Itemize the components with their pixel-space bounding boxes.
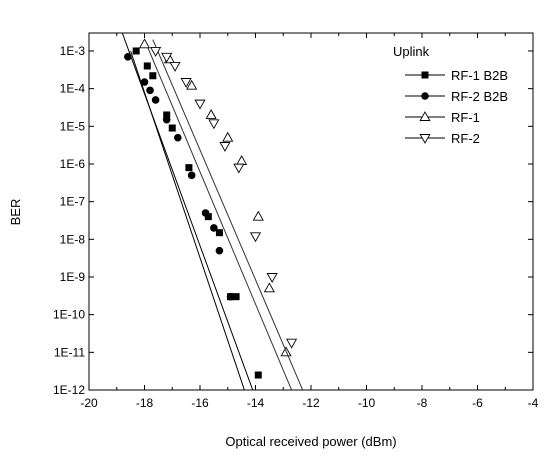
data-point-triangle-down xyxy=(219,142,231,152)
legend: Uplink RF-1 B2B RF-2 B2B RF-1 RF-2 xyxy=(393,44,508,146)
data-point-triangle-up xyxy=(138,38,151,49)
data-point-square xyxy=(143,62,151,70)
data-point-triangle-down xyxy=(150,47,162,57)
x-axis-label: Optical received power (dBm) xyxy=(225,434,396,449)
x-tick-label: -16 xyxy=(191,396,209,410)
data-point-circle xyxy=(421,92,429,100)
data-point-circle xyxy=(151,96,160,104)
data-point-circle xyxy=(201,209,210,217)
data-point-circle xyxy=(187,171,196,180)
data-point-triangle-down xyxy=(249,232,262,243)
data-point-square xyxy=(163,111,171,119)
legend-label: RF-2 xyxy=(451,131,480,146)
data-point-square xyxy=(232,293,240,301)
series-layer xyxy=(121,33,304,390)
series-3 xyxy=(138,38,293,390)
data-point-triangle-down xyxy=(208,119,220,130)
data-point-triangle-down xyxy=(266,273,278,283)
y-tick-label: 1E-9 xyxy=(60,270,86,284)
series-fit-line xyxy=(152,39,304,390)
data-point-triangle-down xyxy=(169,62,181,72)
data-point-circle xyxy=(174,133,182,142)
series-fit-line xyxy=(121,33,254,390)
data-point-triangle-down xyxy=(194,99,206,110)
data-point-circle xyxy=(210,224,218,232)
data-point-square xyxy=(149,72,157,80)
data-point-triangle-down xyxy=(180,78,192,88)
legend-label: RF-1 B2B xyxy=(451,68,508,83)
data-point-square xyxy=(204,213,212,221)
legend-label: RF-1 xyxy=(451,110,480,125)
x-tick-label: -10 xyxy=(358,396,376,410)
data-point-square xyxy=(132,47,140,55)
x-tick-label: -8 xyxy=(417,396,428,410)
x-tick-label: -18 xyxy=(136,396,154,410)
data-point-triangle-down xyxy=(419,134,431,144)
y-tick-label: 1E-4 xyxy=(60,82,86,96)
data-point-circle xyxy=(140,78,149,86)
y-tick-label: 1E-10 xyxy=(53,308,85,322)
x-axis-ticks: -20 -18 -16 -14 -12 -10 -8 -6 -4 xyxy=(80,33,539,410)
y-tick-label: 1E-5 xyxy=(60,119,86,133)
y-axis-label: BER xyxy=(8,199,23,226)
data-point-square xyxy=(254,371,262,379)
series-4 xyxy=(150,39,304,390)
plot-frame xyxy=(88,32,534,391)
data-point-triangle-down xyxy=(233,163,245,174)
data-point-square xyxy=(421,71,429,79)
data-point-square xyxy=(215,229,223,237)
x-tick-label: -20 xyxy=(80,396,98,410)
x-tick-label: -12 xyxy=(302,396,320,410)
y-tick-label: 1E-12 xyxy=(53,383,85,397)
legend-title: Uplink xyxy=(393,44,430,59)
data-point-triangle-up xyxy=(263,282,275,293)
y-tick-label: 1E-3 xyxy=(60,44,86,58)
data-point-square xyxy=(168,124,176,132)
data-point-triangle-down xyxy=(161,52,173,63)
data-point-triangle-up xyxy=(222,131,234,142)
data-point-triangle-up xyxy=(252,210,264,221)
data-point-triangle-up xyxy=(205,109,217,119)
data-point-circle xyxy=(226,292,235,301)
y-tick-label: 1E-8 xyxy=(60,232,86,246)
legend-label: RF-2 B2B xyxy=(451,89,508,104)
y-tick-label: 1E-7 xyxy=(60,195,86,209)
y-axis-ticks: 1E-3 1E-4 1E-5 1E-6 1E-7 1E-8 1E-9 1E-10 1E-11 1E… xyxy=(53,44,533,397)
y-tick-label: 1E-11 xyxy=(54,345,85,359)
data-point-circle xyxy=(162,115,171,124)
data-point-triangle-up xyxy=(419,111,431,121)
x-tick-label: -4 xyxy=(528,396,539,410)
series-2 xyxy=(124,50,245,390)
series-fit-line xyxy=(144,39,293,390)
data-point-triangle-up xyxy=(186,79,198,90)
y-tick-label: 1E-6 xyxy=(60,157,86,171)
series-fit-line xyxy=(130,50,245,390)
data-point-triangle-down xyxy=(286,338,298,349)
data-point-triangle-up xyxy=(236,155,248,165)
data-point-circle xyxy=(124,53,132,61)
data-point-circle xyxy=(146,86,154,95)
x-tick-label: -14 xyxy=(247,396,265,410)
data-point-circle xyxy=(215,246,224,255)
x-tick-label: -6 xyxy=(472,396,483,410)
data-point-square xyxy=(185,164,193,172)
